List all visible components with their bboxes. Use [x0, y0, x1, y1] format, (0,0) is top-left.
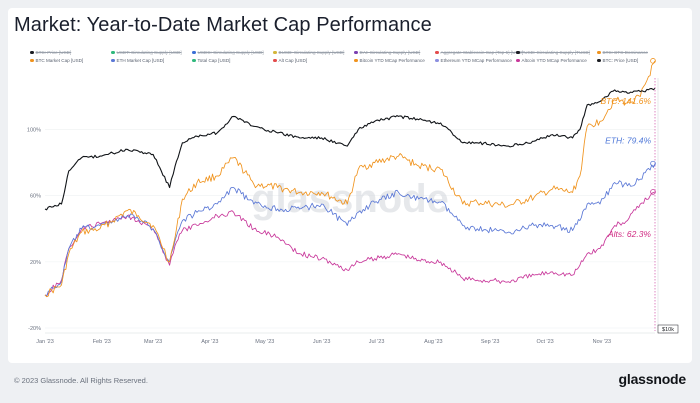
right-axis-tag [657, 324, 679, 334]
y-axis-labels: 100% 60% 20% -20% [27, 128, 41, 332]
chart-grid [45, 129, 655, 334]
chart-card [8, 8, 692, 363]
glassnode-logo: glassnode [618, 371, 687, 387]
legend-item[interactable]: BTC: Price [USD] [597, 58, 638, 63]
x-tick-label: Jun '23 [313, 339, 331, 345]
legend-item-label: Aggregate Stablecoin Cap (Top 5) [USD] [440, 50, 524, 55]
x-tick-label: Mar '23 [144, 339, 162, 345]
legend-color-icon [354, 50, 358, 55]
legend-color-icon [192, 50, 196, 55]
legend-item-label: DAI: Circulating Supply [USD] [359, 50, 421, 55]
y-tick-label: 60% [30, 194, 41, 200]
legend-item[interactable]: BTC Market Cap [USD] [30, 58, 83, 63]
end-value-label: BTC: 141.6% [600, 96, 651, 106]
legend-item[interactable]: BUSD: Circulating Supply [USD] [273, 50, 344, 55]
x-axis-labels: Jan '23 Feb '23 Mar '23 Apr '23 May '23 Jun '… [36, 339, 611, 345]
legend-item[interactable]: Ethereum YTD MCap Performance [435, 58, 512, 63]
legend-item-label: BUSD: Circulating Supply [USD] [278, 50, 345, 55]
legend-item[interactable]: TUSD: Circulating Supply [TUSD] [516, 50, 590, 55]
legend-color-icon [30, 50, 34, 55]
legend-item-label: Total Cap [USD] [197, 58, 231, 63]
x-tick-label: Nov '23 [593, 339, 611, 345]
legend-color-icon [597, 50, 601, 55]
legend-color-icon [354, 58, 358, 63]
series-end-marker [650, 189, 656, 195]
legend-item-label: BTC: Price [USD] [35, 50, 72, 55]
series-line [44, 163, 656, 297]
x-tick-label: Apr '23 [201, 339, 218, 345]
legend-color-icon [111, 58, 115, 63]
legend-item[interactable]: Alt Cap [USD] [273, 58, 307, 63]
legend-item[interactable]: Aggregate Stablecoin Cap (Top 5) [USD] [435, 50, 523, 55]
legend-color-icon [516, 50, 520, 55]
legend-color-icon [516, 58, 520, 63]
y-tick-label: 100% [27, 128, 41, 134]
x-tick-label: May '23 [255, 339, 274, 345]
legend-item[interactable]: Total Cap [USD] [192, 58, 230, 63]
series-line [44, 87, 656, 211]
legend-item[interactable]: USDT: Circulating Supply [USD] [111, 50, 182, 55]
legend-color-icon [273, 50, 277, 55]
legend-color-icon [435, 58, 439, 63]
legend-item[interactable]: DAI: Circulating Supply [USD] [354, 50, 420, 55]
x-tick-label: Jul '23 [369, 339, 385, 345]
end-value-label: ETH: 79.4% [605, 136, 651, 146]
legend-color-icon [273, 58, 277, 63]
legend-item-label: Altcoin YTD MCap Performance [521, 58, 587, 63]
legend-item-label: USDC: Circulating Supply [USD] [197, 50, 264, 55]
series-end-marker [650, 58, 656, 64]
legend-item-label: Ethereum YTD MCap Performance [440, 58, 512, 63]
legend-color-icon [111, 50, 115, 55]
y-tick-label: -20% [28, 326, 41, 332]
legend-item-label: BTC: Price [USD] [602, 58, 639, 63]
series-line [44, 60, 656, 298]
x-tick-label: Oct '23 [536, 339, 553, 345]
legend-item[interactable]: ETH Market Cap [USD] [111, 58, 164, 63]
x-tick-label: Jan '23 [36, 339, 54, 345]
legend-item-label: Alt Cap [USD] [278, 58, 308, 63]
end-value-label: Alts: 62.3% [607, 229, 651, 239]
end-value-labels: BTC: 141.6% ETH: 79.4% Alts: 62.3% [600, 96, 651, 239]
legend-color-icon [597, 58, 601, 63]
right-axis: $10k [657, 78, 679, 334]
x-tick-label: Aug '23 [424, 339, 442, 345]
legend-item-label: BTC: BTC Dominance [602, 50, 648, 55]
legend-item[interactable]: Bitcoin YTD MCap Performance [354, 58, 425, 63]
y-tick-label: 20% [30, 260, 41, 266]
legend-item[interactable]: BTC: BTC Dominance [597, 50, 648, 55]
legend-color-icon [435, 50, 439, 55]
right-axis-label: $10k [662, 327, 674, 333]
x-tick-label: Feb '23 [93, 339, 111, 345]
copyright-text: © 2023 Glassnode. All Rights Reserved. [14, 376, 148, 385]
legend-color-icon [192, 58, 196, 63]
chart-lines [44, 58, 656, 331]
x-tick-label: Sep '23 [481, 339, 499, 345]
page-title: Market: Year-to-Date Market Cap Performa… [14, 14, 432, 36]
legend-item-label: Bitcoin YTD MCap Performance [359, 58, 425, 63]
legend-color-icon [30, 58, 34, 63]
legend-item[interactable]: Altcoin YTD MCap Performance [516, 58, 587, 63]
legend-item[interactable]: USDC: Circulating Supply [USD] [192, 50, 264, 55]
legend-item-label: USDT: Circulating Supply [USD] [116, 50, 182, 55]
series-end-marker [650, 160, 656, 167]
legend-item-label: ETH Market Cap [USD] [116, 58, 165, 63]
legend-item-label: TUSD: Circulating Supply [TUSD] [521, 50, 590, 55]
legend-item-label: BTC Market Cap [USD] [35, 58, 84, 63]
legend-item[interactable]: BTC: Price [USD] [30, 50, 71, 55]
